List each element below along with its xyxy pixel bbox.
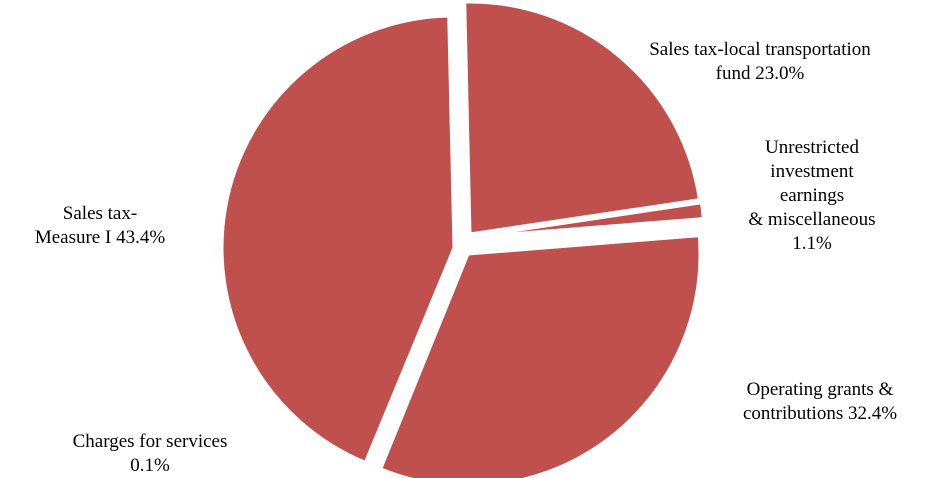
label-sales-tax-measure-i: Sales tax- Measure I 43.4% [34,203,166,248]
slice-sales-tax-local-transportation [463,0,701,236]
slice-charges-for-services [363,256,456,475]
slice-unrestricted-investment [470,201,705,239]
label-charges-for-services: Charges for services 0.1% [72,431,228,476]
slice-operating-grants [379,234,702,478]
slice-sales-tax-measure-i [220,14,456,464]
label-operating-grants: Operating grants & contributions 32.4% [742,379,898,424]
label-unrestricted-investment: Unrestricted investment earnings & misce… [748,137,876,254]
label-sales-tax-local-transportation: Sales tax-local transportation fund 23.0… [649,39,871,84]
